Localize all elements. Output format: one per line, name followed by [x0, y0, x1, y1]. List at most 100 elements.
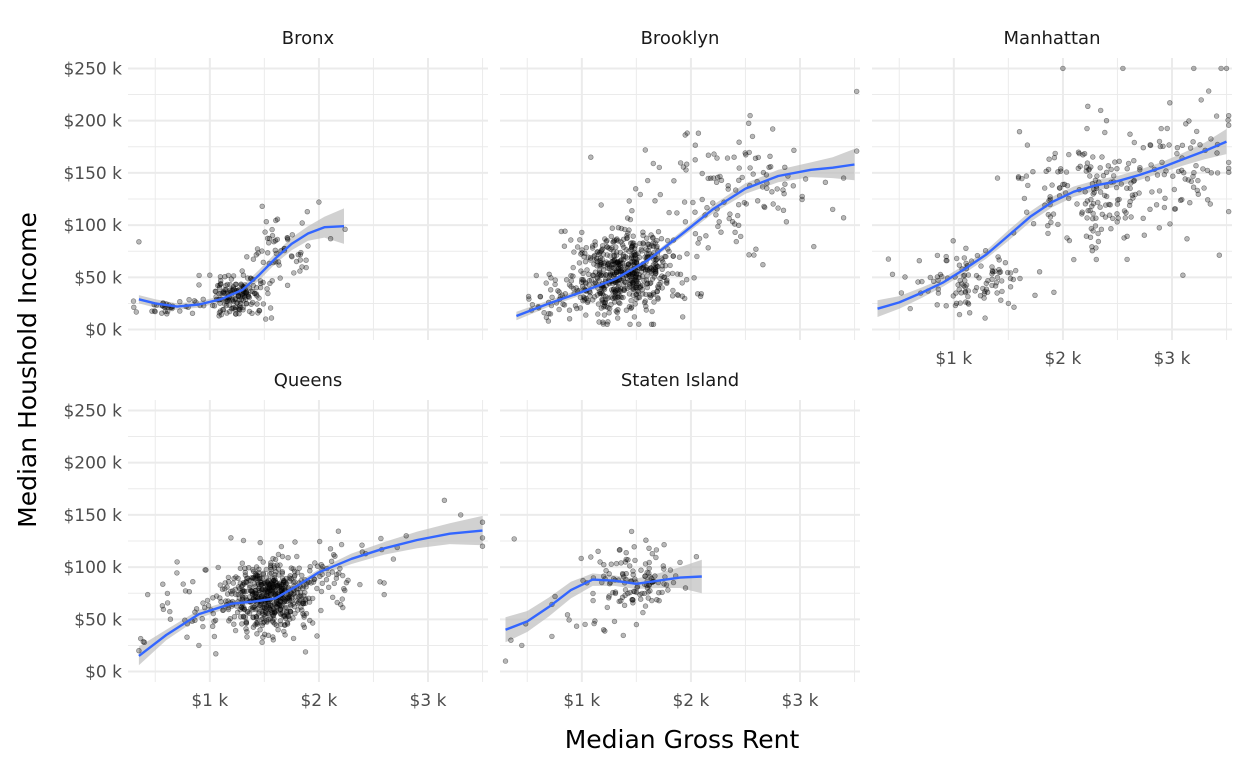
data-point	[289, 595, 295, 601]
y-tick-label: $200 k	[63, 112, 122, 132]
data-point	[240, 307, 246, 313]
data-point	[220, 288, 227, 294]
data-point	[623, 264, 629, 271]
data-point	[1090, 191, 1096, 197]
data-point	[589, 297, 596, 303]
data-point	[1156, 188, 1163, 194]
data-point	[613, 252, 620, 258]
data-point	[992, 283, 999, 289]
data-point	[590, 272, 596, 278]
data-point	[292, 579, 298, 585]
data-point	[799, 196, 805, 203]
data-point	[1180, 272, 1186, 278]
data-point	[479, 535, 486, 541]
data-point	[265, 616, 272, 623]
data-point	[683, 161, 690, 167]
data-point	[635, 294, 641, 301]
data-point	[707, 175, 714, 181]
data-point	[603, 567, 609, 574]
data-point	[1116, 196, 1122, 203]
data-point	[626, 304, 633, 310]
data-point	[260, 571, 266, 578]
data-point	[961, 272, 968, 278]
data-point	[629, 252, 635, 258]
data-point	[632, 301, 638, 307]
data-point	[254, 631, 260, 637]
data-point	[624, 285, 631, 291]
data-point	[280, 579, 287, 586]
data-point	[231, 305, 237, 311]
data-point	[1012, 267, 1019, 274]
data-point	[735, 202, 742, 208]
data-point	[224, 584, 230, 590]
data-point	[732, 229, 738, 236]
data-point	[624, 215, 631, 221]
data-point	[549, 294, 555, 300]
data-point	[729, 219, 736, 225]
data-point	[671, 178, 677, 184]
data-point	[595, 301, 602, 307]
data-point	[614, 236, 620, 242]
data-point	[237, 565, 244, 572]
data-point	[286, 591, 292, 598]
data-point	[608, 272, 615, 278]
data-point	[675, 292, 681, 299]
data-point	[625, 230, 631, 236]
data-point	[625, 261, 632, 267]
data-point	[273, 579, 279, 586]
data-point	[611, 299, 618, 305]
data-point	[653, 262, 659, 268]
data-point	[247, 275, 254, 281]
data-point	[714, 174, 721, 181]
data-point	[1102, 202, 1109, 208]
data-point	[657, 275, 663, 282]
data-point	[614, 285, 620, 292]
data-point	[274, 604, 280, 610]
data-point	[256, 308, 263, 314]
data-point	[338, 541, 345, 548]
data-point	[961, 255, 967, 261]
data-point	[244, 575, 250, 581]
data-point	[1125, 160, 1132, 167]
data-point	[286, 597, 292, 603]
data-point	[223, 283, 229, 289]
data-point	[1045, 211, 1052, 218]
data-point	[652, 264, 659, 271]
data-point	[566, 617, 572, 623]
data-point	[1114, 166, 1120, 172]
data-point	[271, 563, 277, 569]
data-point	[1225, 208, 1232, 215]
data-point	[283, 598, 289, 605]
data-point	[249, 590, 256, 597]
data-point	[1121, 235, 1127, 241]
data-point	[278, 604, 285, 610]
data-point	[711, 151, 717, 157]
data-point	[1089, 203, 1095, 209]
data-point	[683, 277, 690, 283]
data-point	[603, 272, 609, 278]
data-point	[580, 294, 587, 300]
data-point	[260, 559, 266, 565]
data-point	[950, 238, 956, 244]
data-point	[641, 590, 648, 597]
data-point	[747, 165, 753, 171]
data-point	[267, 564, 274, 570]
data-point	[281, 628, 287, 635]
data-point	[237, 585, 243, 592]
data-point	[272, 577, 279, 583]
data-point	[323, 576, 330, 583]
data-point	[650, 160, 656, 167]
data-point	[200, 296, 206, 302]
data-point	[606, 310, 612, 316]
data-point	[666, 248, 672, 255]
data-point	[255, 581, 262, 587]
data-point	[259, 608, 265, 614]
data-point	[279, 575, 286, 582]
data-point	[1129, 192, 1136, 198]
data-point	[264, 618, 270, 624]
data-point	[734, 212, 741, 219]
data-point	[599, 297, 605, 304]
data-point	[989, 268, 996, 274]
data-point	[626, 273, 633, 280]
data-point	[633, 273, 639, 279]
